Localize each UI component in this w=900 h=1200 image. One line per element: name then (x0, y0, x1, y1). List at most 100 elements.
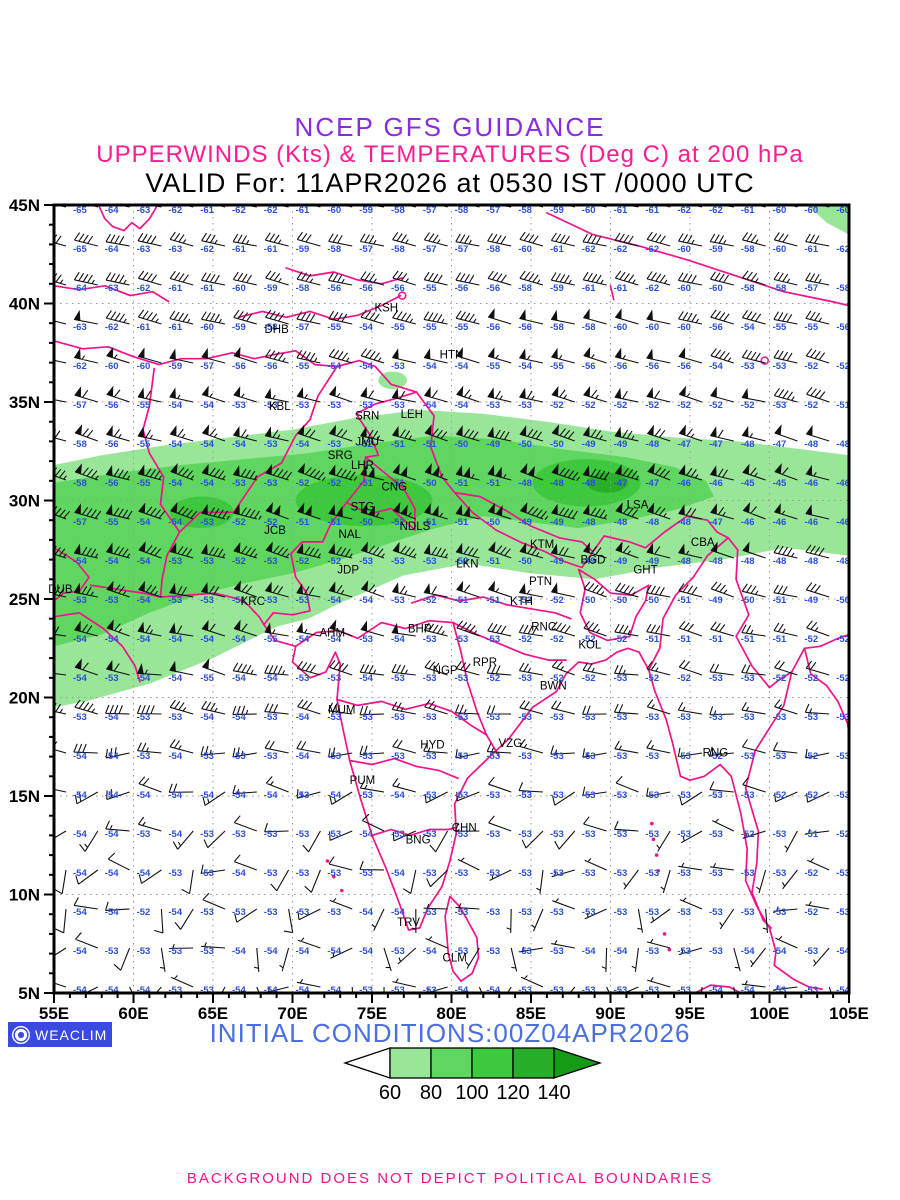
svg-text:-53: -53 (327, 712, 341, 723)
svg-text:-53: -53 (200, 556, 214, 567)
svg-text:-64: -64 (105, 244, 119, 255)
svg-text:-53: -53 (423, 673, 437, 684)
svg-text:-52: -52 (232, 517, 246, 528)
svg-text:-57: -57 (296, 322, 310, 333)
svg-text:-59: -59 (264, 283, 278, 294)
svg-text:-54: -54 (296, 751, 310, 762)
svg-text:-53: -53 (645, 946, 659, 957)
svg-text:-54: -54 (137, 985, 151, 996)
svg-text:-54: -54 (73, 985, 87, 996)
svg-text:-50: -50 (455, 439, 469, 450)
svg-text:-59: -59 (709, 244, 723, 255)
svg-text:-54: -54 (137, 673, 151, 684)
city-label-chn: CHN (452, 822, 477, 834)
svg-text:-53: -53 (264, 751, 278, 762)
svg-text:10N: 10N (9, 886, 40, 905)
svg-text:-61: -61 (645, 205, 659, 216)
svg-text:-51: -51 (677, 595, 691, 606)
svg-text:-52: -52 (359, 439, 373, 450)
city-label-pum: PUM (350, 775, 376, 787)
svg-text:-53: -53 (550, 751, 564, 762)
svg-text:-58: -58 (518, 205, 532, 216)
svg-text:-52: -52 (582, 400, 596, 411)
svg-text:-49: -49 (645, 556, 659, 567)
svg-text:-52: -52 (550, 595, 564, 606)
svg-text:-53: -53 (423, 712, 437, 723)
svg-text:-53: -53 (582, 829, 596, 840)
svg-text:-54: -54 (614, 946, 628, 957)
city-label-cng: CNG (381, 482, 407, 494)
svg-text:-48: -48 (773, 556, 787, 567)
svg-text:-48: -48 (645, 517, 659, 528)
svg-text:-53: -53 (550, 985, 564, 996)
svg-text:-53: -53 (391, 556, 405, 567)
svg-text:-58: -58 (327, 244, 341, 255)
svg-text:-56: -56 (709, 322, 723, 333)
svg-text:-48: -48 (645, 439, 659, 450)
svg-text:-53: -53 (836, 790, 850, 801)
svg-text:-53: -53 (582, 907, 596, 918)
svg-text:75E: 75E (357, 1004, 387, 1023)
svg-text:-62: -62 (645, 283, 659, 294)
svg-text:-53: -53 (677, 985, 691, 996)
svg-text:-53: -53 (232, 478, 246, 489)
svg-text:-50: -50 (741, 595, 755, 606)
svg-text:-54: -54 (264, 946, 278, 957)
svg-text:-53: -53 (709, 673, 723, 684)
svg-text:-53: -53 (550, 946, 564, 957)
svg-text:-53: -53 (73, 712, 87, 723)
city-label-ktm: KTM (530, 539, 554, 551)
svg-text:-58: -58 (391, 244, 405, 255)
svg-text:-54: -54 (709, 985, 723, 996)
svg-text:-53: -53 (614, 868, 628, 879)
svg-text:-53: -53 (518, 829, 532, 840)
svg-text:-53: -53 (391, 673, 405, 684)
svg-text:-52: -52 (423, 595, 437, 606)
svg-text:-57: -57 (73, 517, 87, 528)
svg-text:-53: -53 (614, 790, 628, 801)
svg-text:-63: -63 (105, 283, 119, 294)
svg-text:-53: -53 (486, 868, 500, 879)
svg-text:-54: -54 (168, 790, 182, 801)
svg-text:-46: -46 (741, 517, 755, 528)
svg-text:-53: -53 (614, 751, 628, 762)
svg-text:-52: -52 (804, 673, 818, 684)
map-border-and-ticks (44, 203, 851, 1003)
svg-text:-53: -53 (296, 829, 310, 840)
svg-text:-52: -52 (836, 829, 850, 840)
svg-text:-60: -60 (645, 322, 659, 333)
svg-text:-54: -54 (168, 751, 182, 762)
svg-text:-53: -53 (423, 868, 437, 879)
svg-text:-60: -60 (582, 205, 596, 216)
city-label-lsa: LSA (627, 499, 649, 511)
svg-text:-53: -53 (391, 400, 405, 411)
city-label-hyd: HYD (420, 740, 444, 752)
svg-text:-54: -54 (391, 868, 405, 879)
svg-text:-54: -54 (73, 946, 87, 957)
svg-text:-53: -53 (709, 907, 723, 918)
initial-conditions-text: INITIAL CONDITIONS:00Z04APR2026 (209, 1018, 691, 1048)
svg-text:45N: 45N (9, 196, 40, 215)
svg-text:-61: -61 (741, 205, 755, 216)
svg-text:-48: -48 (741, 556, 755, 567)
svg-text:-54: -54 (232, 439, 246, 450)
title-valid-time: VALID For: 11APR2026 at 0530 IST /0000 U… (145, 168, 755, 198)
svg-text:-59: -59 (168, 361, 182, 372)
svg-text:-54: -54 (73, 634, 87, 645)
svg-text:-62: -62 (836, 244, 850, 255)
svg-text:-47: -47 (709, 439, 723, 450)
city-label-jmu: JMU (355, 436, 379, 448)
svg-text:-46: -46 (773, 517, 787, 528)
svg-text:-53: -53 (773, 712, 787, 723)
svg-text:-53: -53 (391, 361, 405, 372)
svg-text:-54: -54 (168, 673, 182, 684)
svg-text:-53: -53 (486, 790, 500, 801)
svg-text:-61: -61 (200, 283, 214, 294)
svg-text:-54: -54 (391, 907, 405, 918)
city-label-kol: KOL (578, 639, 602, 651)
svg-text:-54: -54 (105, 712, 119, 723)
svg-text:-54: -54 (264, 790, 278, 801)
city-label-htn: HTN (440, 350, 464, 362)
svg-text:-53: -53 (741, 868, 755, 879)
